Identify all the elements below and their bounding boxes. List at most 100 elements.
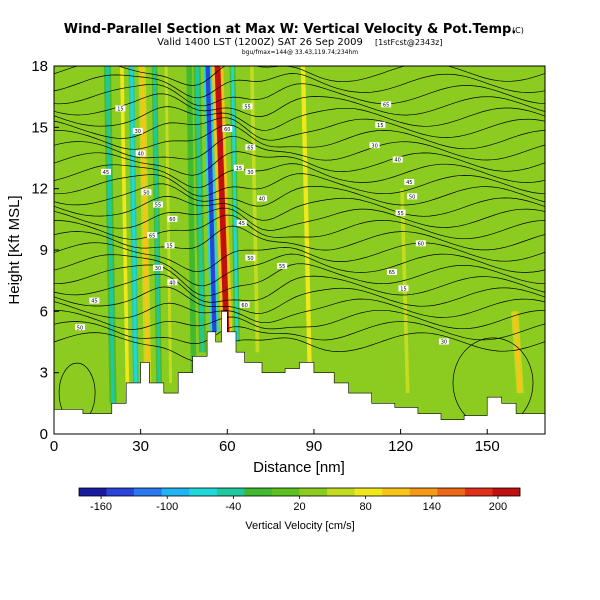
- theta-contour-line: [54, 309, 545, 330]
- colorbar-tick-label: 140: [423, 501, 441, 513]
- colorbar-swatch: [106, 488, 135, 496]
- chart-title: Wind-Parallel Section at Max W: Vertical…: [64, 22, 517, 37]
- contour-label-box: [239, 301, 250, 308]
- contour-label: 30: [155, 266, 161, 272]
- contour-label: 60: [241, 303, 247, 309]
- contour-label: 45: [91, 299, 97, 305]
- contour-label: 40: [395, 158, 401, 164]
- velocity-bands: [103, 66, 524, 404]
- contour-label: 55: [244, 104, 250, 110]
- colorbar-swatch: [382, 488, 411, 496]
- theta-contour-line: [54, 273, 545, 303]
- x-tick-label: 90: [306, 438, 323, 455]
- theta-contour-line: [54, 66, 545, 86]
- contour-label-box: [74, 324, 85, 331]
- contour-label-box: [256, 195, 267, 202]
- theta-contour-line: [54, 93, 545, 117]
- contour-label-box: [245, 144, 256, 151]
- contour-label: 15: [377, 123, 383, 129]
- colorbar: [78, 487, 521, 497]
- colorbar-tick-label: -40: [225, 501, 241, 513]
- contour-label-box: [407, 193, 418, 200]
- contour-label-box: [415, 240, 426, 247]
- velocity-band-core: [164, 66, 173, 383]
- x-tick-label: 60: [219, 438, 236, 455]
- colorbar-tick-label: -100: [156, 501, 178, 513]
- y-tick-label: 9: [40, 242, 48, 259]
- colorbar-swatch: [409, 488, 438, 496]
- colorbar-tick-label: 80: [360, 501, 372, 513]
- contour-label-box: [233, 164, 244, 171]
- contour-label: 50: [409, 194, 415, 200]
- theta-contour-line: [54, 183, 545, 207]
- contour-label: 45: [103, 170, 109, 176]
- theta-contour-line: [54, 83, 545, 107]
- x-tick-label: 30: [132, 438, 149, 455]
- y-tick-label: 6: [40, 303, 48, 320]
- colorbar-label: Vertical Velocity [cm/s]: [245, 520, 354, 532]
- velocity-band-core: [214, 66, 230, 332]
- contour-label-box: [395, 209, 406, 216]
- contour-label: 30: [247, 170, 253, 176]
- contour-label: 55: [397, 211, 403, 217]
- chart-title-mark: (C): [512, 26, 524, 35]
- x-tick-label: 120: [388, 438, 413, 455]
- contour-label-box: [152, 264, 163, 271]
- colorbar-swatch: [216, 488, 245, 496]
- theta-contour-line: [54, 173, 545, 197]
- contour-label-box: [242, 103, 253, 110]
- y-axis-label: Height [Kft MSL]: [6, 195, 23, 304]
- chart-subtitle-tag: [1stFcst@2343z]: [375, 38, 443, 47]
- contour-label-box: [236, 219, 247, 226]
- theta-contour-line: [54, 73, 545, 99]
- y-tick-label: 0: [40, 426, 48, 443]
- theta-contour-line: [54, 124, 545, 150]
- contour-label-box: [135, 150, 146, 157]
- colorbar-tick-label: 200: [489, 501, 507, 513]
- contour-label: 15: [236, 166, 242, 172]
- x-axis: 0 30 60 90 120 150: [50, 429, 500, 455]
- theta-contour-line: [54, 163, 545, 189]
- colorbar-ticks: -160 -100 -40 20 80 140 200: [90, 496, 507, 513]
- contour-label-box: [398, 285, 409, 292]
- theta-contour-line: [54, 117, 545, 141]
- contour-label-box: [115, 105, 126, 112]
- contour-label-box: [167, 215, 178, 222]
- contour-label-box: [164, 242, 175, 249]
- contour-label: 50: [77, 325, 83, 331]
- contour-label: 50: [143, 190, 149, 196]
- colorbar-tick-label: 20: [293, 501, 305, 513]
- contour-label: 55: [155, 203, 161, 209]
- y-tick-label: 15: [31, 119, 48, 136]
- contour-label-box: [381, 101, 392, 108]
- contour-label-box: [141, 189, 152, 196]
- contour-label: 65: [383, 102, 389, 108]
- x-tick-label: 150: [475, 438, 500, 455]
- contour-label-box: [404, 179, 415, 186]
- contour-label: 65: [247, 145, 253, 151]
- chart-subtitle: Valid 1400 LST (1200Z) SAT 26 Sep 2009: [157, 37, 363, 48]
- theta-contour-line: [54, 214, 545, 240]
- contour-label-box: [277, 262, 288, 269]
- theta-contour-line: [54, 135, 545, 161]
- contour-label-box: [245, 168, 256, 175]
- colorbar-swatch: [464, 488, 493, 496]
- contour-label: 45: [239, 221, 245, 227]
- velocity-band-core: [300, 66, 312, 373]
- colorbar-tick-label: -160: [90, 501, 112, 513]
- theta-contour-line: [54, 196, 545, 221]
- contour-label: 30: [371, 143, 377, 149]
- colorbar-swatch: [492, 488, 521, 496]
- contour-label-box: [375, 121, 386, 128]
- velocity-band-core: [129, 66, 138, 394]
- colorbar-swatch: [299, 488, 328, 496]
- theta-contour-line: [54, 298, 545, 324]
- theta-contour-line: [54, 207, 545, 231]
- theta-contour-line: [54, 106, 545, 131]
- velocity-band-core: [140, 66, 150, 383]
- theta-contour-line: [54, 321, 545, 344]
- contour-label: 60: [169, 217, 175, 223]
- terrain-mask: [54, 311, 545, 434]
- contour-label: 15: [166, 244, 172, 250]
